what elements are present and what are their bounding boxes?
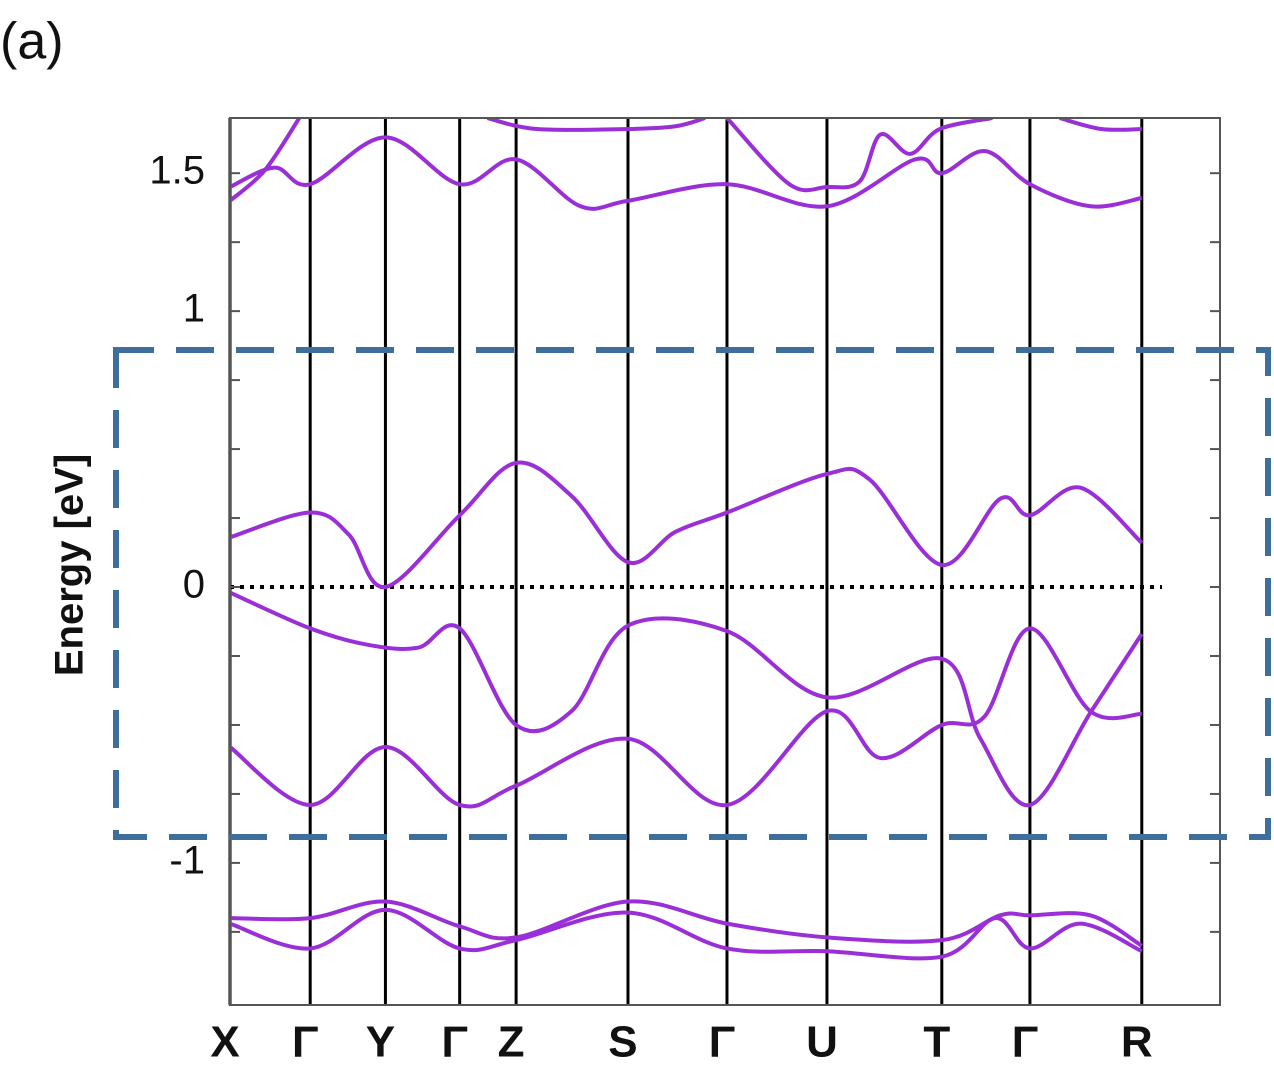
x-tick-label: Z — [498, 1018, 525, 1066]
band — [230, 135, 1143, 211]
x-tick-label: T — [923, 1018, 950, 1066]
x-tick-label: S — [608, 1018, 637, 1066]
x-tick-label: Y — [366, 1018, 395, 1066]
y-tick-label: 0 — [183, 563, 205, 607]
x-tick-label: R — [1121, 1018, 1153, 1066]
bands — [230, 118, 1144, 961]
band — [230, 590, 1144, 807]
y-axis-label: Energy [eV] — [48, 454, 92, 676]
band — [1059, 118, 1142, 132]
band — [230, 626, 1142, 809]
y-tick-label: 1 — [183, 287, 205, 331]
x-tick-label: Γ — [292, 1018, 318, 1066]
band — [230, 899, 1143, 948]
band — [486, 118, 706, 132]
highlight-box — [113, 347, 1271, 840]
x-tick-label: Γ — [441, 1018, 467, 1066]
band — [230, 460, 1144, 590]
x-tick-label: X — [210, 1018, 239, 1066]
plot-area — [228, 118, 1162, 1005]
x-tick-label: Γ — [1012, 1018, 1038, 1066]
plot-frame — [229, 117, 1221, 1006]
band — [725, 118, 993, 193]
x-tick-label: Γ — [709, 1018, 735, 1066]
panel-label: (a) — [0, 13, 64, 71]
band — [230, 907, 1143, 961]
x-tick-label: U — [806, 1018, 838, 1066]
y-tick-label: 1.5 — [149, 149, 205, 193]
band — [230, 118, 301, 203]
y-tick-label: -1 — [169, 838, 205, 882]
